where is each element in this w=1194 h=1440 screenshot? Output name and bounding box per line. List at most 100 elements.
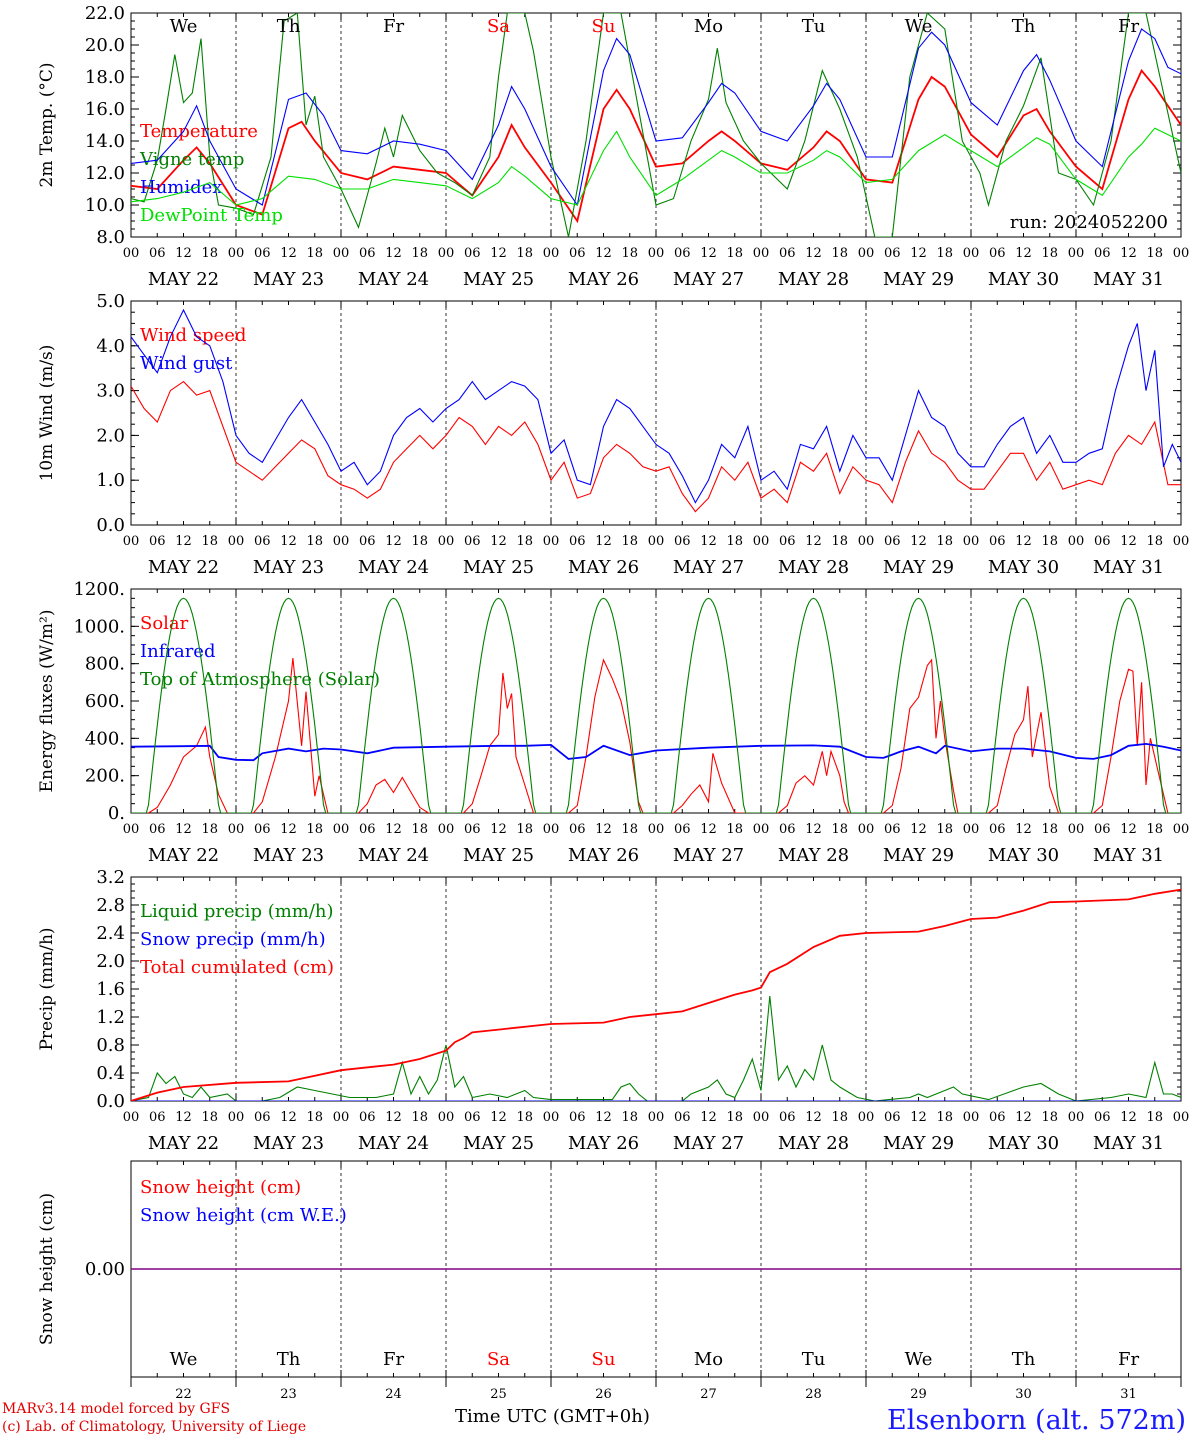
date-label: MAY 28 [778, 557, 849, 578]
hour-tick-label: 06 [254, 822, 271, 837]
weekday-label: Mo [694, 1349, 723, 1370]
hour-tick-label: 12 [1120, 534, 1137, 549]
date-label: MAY 26 [568, 557, 639, 578]
hour-tick-label: 06 [674, 534, 691, 549]
hour-tick-label: 12 [175, 246, 192, 261]
hour-tick-label: 12 [700, 534, 717, 549]
hour-tick-label: 00 [963, 1110, 980, 1125]
y-axis-label: Snow height (cm) [37, 1193, 57, 1345]
y-tick-label: 0.00 [85, 1259, 125, 1280]
hour-tick-label: 06 [569, 246, 586, 261]
hour-tick-label: 18 [516, 534, 533, 549]
y-tick-label: 4.0 [96, 336, 125, 357]
hour-tick-label: 18 [621, 822, 638, 837]
hour-tick-label: 00 [333, 246, 350, 261]
hour-tick-label: 00 [1068, 1110, 1085, 1125]
hour-tick-label: 12 [385, 1110, 402, 1125]
date-label: MAY 30 [988, 557, 1059, 578]
series-line-temperature [131, 68, 1181, 224]
y-tick-label: 2.0 [96, 951, 125, 972]
weekday-label: Mo [694, 16, 723, 37]
hour-tick-label: 00 [123, 1110, 140, 1125]
hour-tick-label: 12 [490, 246, 507, 261]
hour-tick-label: 18 [726, 246, 743, 261]
hour-tick-label: 12 [595, 1110, 612, 1125]
legend-entry: Vigne temp [139, 149, 244, 170]
series-line-top-of-atmosphere-solar- [131, 597, 1181, 813]
y-tick-label: 3.2 [96, 867, 125, 888]
y-axis-label: 10m Wind (m/s) [37, 345, 57, 482]
date-label: MAY 25 [463, 845, 534, 866]
hour-tick-label: 00 [858, 534, 875, 549]
date-label: MAY 28 [778, 1133, 849, 1154]
hour-tick-label: 12 [595, 822, 612, 837]
hour-tick-label: 06 [359, 822, 376, 837]
hour-tick-label: 06 [464, 822, 481, 837]
hour-tick-label: 06 [569, 534, 586, 549]
hour-tick-label: 06 [149, 1110, 166, 1125]
hour-tick-label: 06 [569, 822, 586, 837]
legend-entry: Snow height (cm W.E.) [140, 1205, 347, 1226]
y-tick-label: 1000. [73, 616, 125, 637]
hour-tick-label: 18 [621, 246, 638, 261]
hour-tick-label: 12 [280, 534, 297, 549]
y-tick-label: 0.0 [96, 1091, 125, 1112]
hour-tick-label: 18 [201, 822, 218, 837]
date-label: MAY 28 [778, 845, 849, 866]
hour-tick-label: 12 [175, 822, 192, 837]
hour-tick-label: 06 [1094, 1110, 1111, 1125]
hour-tick-label: 12 [805, 534, 822, 549]
date-label: MAY 28 [778, 269, 849, 290]
hour-tick-label: 00 [543, 534, 560, 549]
hour-tick-label: 00 [858, 822, 875, 837]
date-label: MAY 30 [988, 1133, 1059, 1154]
weekday-label: Tu [802, 1349, 826, 1370]
hour-tick-label: 00 [1068, 822, 1085, 837]
weekday-label: Fr [383, 16, 404, 37]
hour-tick-label: 12 [805, 1110, 822, 1125]
hour-tick-label: 12 [700, 822, 717, 837]
day-number-label: 26 [595, 1387, 612, 1402]
footer-model: MARv3.14 model forced by GFS [2, 1401, 231, 1417]
hour-tick-label: 12 [280, 246, 297, 261]
weekday-label: Su [592, 16, 616, 37]
legend-entry: Wind speed [140, 325, 246, 346]
hour-tick-label: 18 [936, 246, 953, 261]
y-tick-label: 10.0 [85, 195, 125, 216]
hour-tick-label: 06 [464, 1110, 481, 1125]
hour-tick-label: 18 [831, 822, 848, 837]
hour-tick-label: 12 [385, 246, 402, 261]
date-label: MAY 26 [568, 845, 639, 866]
hour-tick-label: 00 [333, 1110, 350, 1125]
weekday-label: Tu [802, 16, 826, 37]
legend-entry: Snow height (cm) [140, 1177, 301, 1198]
legend-entry: Solar [140, 613, 189, 634]
hour-tick-label: 12 [595, 534, 612, 549]
hour-tick-label: 12 [805, 822, 822, 837]
hour-tick-label: 18 [936, 534, 953, 549]
y-tick-label: 0. [108, 803, 125, 824]
hour-tick-label: 06 [1094, 246, 1111, 261]
hour-tick-label: 00 [1173, 534, 1190, 549]
date-label: MAY 23 [253, 557, 324, 578]
date-label: MAY 25 [463, 1133, 534, 1154]
hour-tick-label: 18 [1146, 246, 1163, 261]
day-number-label: 23 [280, 1387, 297, 1402]
y-tick-label: 18.0 [85, 67, 125, 88]
hour-tick-label: 12 [1120, 246, 1137, 261]
y-tick-label: 400. [85, 728, 125, 749]
date-label: MAY 24 [358, 845, 429, 866]
date-label: MAY 22 [148, 845, 219, 866]
legend-entry: Top of Atmosphere (Solar) [140, 669, 380, 690]
hour-tick-label: 18 [516, 246, 533, 261]
hour-tick-label: 12 [700, 246, 717, 261]
hour-tick-label: 06 [359, 246, 376, 261]
hour-tick-label: 00 [963, 534, 980, 549]
weekday-label: Fr [1118, 16, 1139, 37]
y-tick-label: 16.0 [85, 99, 125, 120]
hour-tick-label: 18 [1041, 246, 1058, 261]
panel-frame-2 [130, 300, 1182, 526]
series-line-vigne-temp [131, 13, 1181, 237]
y-tick-label: 0.0 [96, 515, 125, 536]
hour-tick-label: 06 [674, 246, 691, 261]
